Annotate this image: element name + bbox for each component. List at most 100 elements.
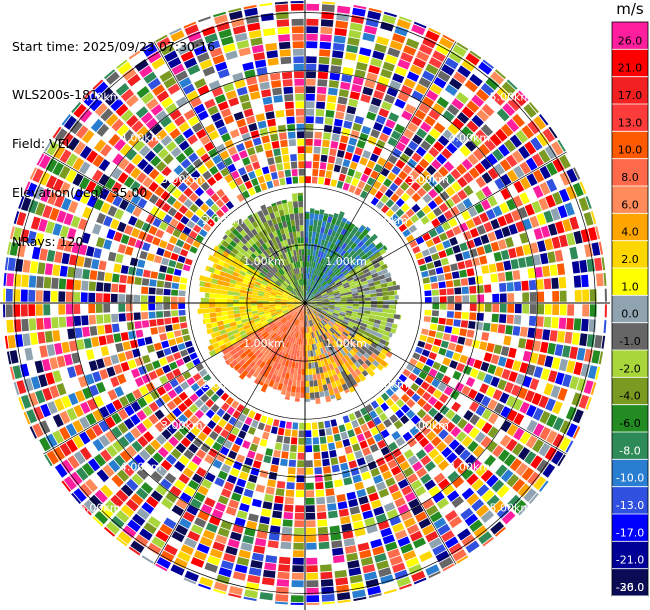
signal-gate <box>309 286 313 292</box>
noise-gate <box>160 459 173 471</box>
noise-gate <box>200 404 210 414</box>
signal-gate <box>318 257 323 264</box>
signal-gate <box>294 297 300 301</box>
signal-gate <box>335 379 342 387</box>
signal-gate <box>260 375 267 384</box>
signal-gate <box>249 278 256 284</box>
signal-gate <box>346 298 353 302</box>
signal-gate <box>310 305 317 308</box>
noise-gate <box>68 392 79 406</box>
signal-gate <box>326 344 332 352</box>
signal-gate <box>306 291 309 298</box>
noise-gate <box>81 129 95 144</box>
noise-gate <box>333 35 346 44</box>
noise-gate <box>192 224 202 233</box>
signal-gate <box>292 201 299 208</box>
noise-gate <box>72 173 84 187</box>
noise-gate <box>567 304 575 316</box>
signal-gate <box>368 265 375 272</box>
signal-gate <box>310 280 314 287</box>
noise-gate <box>356 457 366 466</box>
signal-gate <box>285 245 290 252</box>
scan-info-panel: Start time: 2025/09/23 07:30:16 WLS200s-… <box>12 6 215 267</box>
signal-gate <box>286 385 292 392</box>
signal-gate <box>320 360 326 367</box>
noise-gate <box>228 7 242 13</box>
signal-gate <box>370 330 378 336</box>
noise-gate <box>216 143 226 154</box>
noise-gate <box>112 399 123 411</box>
noise-gate <box>59 165 71 180</box>
signal-gate <box>369 285 376 291</box>
noise-gate <box>156 210 167 220</box>
signal-gate <box>269 307 276 311</box>
noise-gate <box>414 431 425 442</box>
noise-gate <box>409 530 423 542</box>
noise-gate <box>515 373 525 385</box>
noise-gate <box>44 139 53 152</box>
signal-gate <box>366 324 373 330</box>
colorbar-swatch <box>612 268 648 296</box>
signal-gate <box>352 295 359 299</box>
signal-gate <box>251 347 259 354</box>
signal-gate <box>340 292 347 296</box>
signal-gate <box>315 397 321 405</box>
signal-gate <box>329 271 335 278</box>
signal-gate <box>295 392 301 399</box>
noise-gate <box>422 37 437 49</box>
signal-gate <box>267 319 274 324</box>
signal-gate <box>388 332 393 338</box>
colorbar-tick-label: 17.0 <box>618 89 643 102</box>
noise-gate <box>216 408 226 418</box>
noise-gate <box>230 18 245 28</box>
noise-gate <box>323 466 331 474</box>
signal-gate <box>331 285 338 290</box>
noise-gate <box>536 279 544 290</box>
noise-gate <box>244 140 254 149</box>
noise-gate <box>200 203 210 213</box>
signal-gate <box>361 254 368 261</box>
signal-gate <box>239 352 247 359</box>
noise-gate <box>73 451 86 465</box>
noise-gate <box>417 340 426 348</box>
noise-gate <box>131 440 143 453</box>
noise-gate <box>305 146 313 154</box>
noise-gate <box>473 359 483 370</box>
noise-gate <box>472 445 485 458</box>
noise-gate <box>115 103 129 117</box>
signal-gate <box>268 232 275 240</box>
noise-gate <box>124 431 136 444</box>
noise-gate <box>439 393 449 404</box>
noise-gate <box>450 426 462 438</box>
noise-gate <box>111 426 123 439</box>
noise-gate <box>262 501 273 510</box>
signal-gate <box>296 286 300 293</box>
signal-gate <box>273 327 280 333</box>
noise-gate <box>428 268 437 276</box>
noise-gate <box>401 110 413 121</box>
noise-gate <box>445 229 455 239</box>
noise-gate <box>321 4 335 12</box>
signal-gate <box>334 231 341 239</box>
noise-gate <box>160 135 173 147</box>
noise-gate <box>147 137 159 149</box>
noise-gate <box>131 120 144 133</box>
signal-gate <box>300 298 305 303</box>
noise-gate <box>481 185 493 198</box>
signal-gate <box>260 252 267 259</box>
signal-gate <box>314 262 318 269</box>
signal-gate <box>310 326 313 333</box>
noise-gate <box>322 1 336 5</box>
noise-gate <box>93 247 102 259</box>
noise-gate <box>463 410 474 421</box>
noise-gate <box>499 314 507 324</box>
colorbar-tick-label: -30.0 <box>616 581 644 594</box>
noise-gate <box>116 469 130 482</box>
noise-gate <box>178 182 188 192</box>
noise-gate <box>467 440 479 453</box>
noise-gate <box>582 304 590 317</box>
noise-gate <box>360 423 369 433</box>
signal-gate <box>296 338 300 345</box>
signal-gate <box>272 258 279 265</box>
noise-gate <box>296 131 305 139</box>
